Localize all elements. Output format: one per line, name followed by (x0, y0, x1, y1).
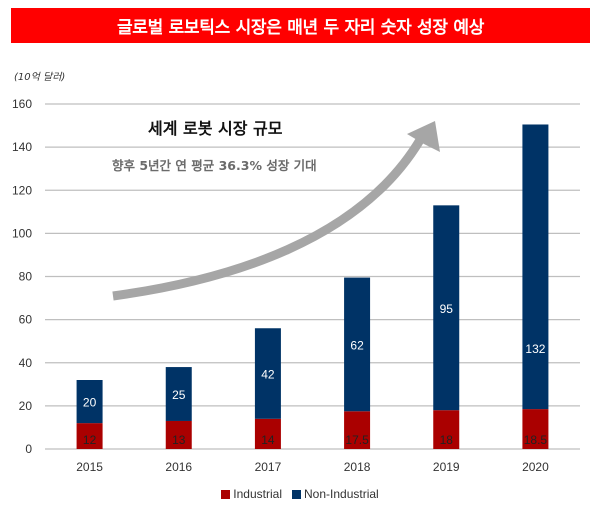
legend-label-industrial: Industrial (233, 487, 282, 501)
data-label-industrial: 18 (440, 433, 454, 447)
growth-arrow-shaft (112, 137, 424, 301)
y-tick-label: 80 (19, 270, 33, 284)
data-label-industrial: 13 (172, 433, 186, 447)
legend-item-industrial[interactable]: Industrial (221, 487, 282, 501)
y-tick-label: 160 (12, 97, 32, 111)
bar-non-industrial (344, 277, 371, 412)
data-label-non-industrial: 132 (525, 342, 545, 356)
data-label-industrial: 14 (261, 433, 275, 447)
y-axis-ticks: 0 20 40 60 80 100 120 140 160 (12, 97, 32, 456)
x-tick-label: 2017 (255, 460, 282, 474)
data-label-industrial: 12 (83, 433, 97, 447)
bar-industrial (76, 423, 103, 449)
legend-label-non-industrial: Non-Industrial (304, 487, 379, 501)
data-label-non-industrial: 42 (261, 368, 275, 382)
annotation-subtext: 향후 5년간 연 평균 36.3% 성장 기대 (112, 158, 317, 173)
bar-industrial (522, 409, 549, 449)
x-axis-ticks: 2015 2016 2017 2018 2019 2020 (76, 460, 549, 474)
bar-industrial (254, 418, 281, 449)
bar-non-industrial (76, 380, 103, 424)
x-tick-label: 2019 (433, 460, 460, 474)
legend-swatch-non-industrial (292, 489, 301, 499)
y-tick-label: 140 (12, 140, 32, 154)
x-tick-label: 2016 (165, 460, 192, 474)
y-tick-label: 100 (12, 226, 32, 240)
x-tick-label: 2020 (522, 460, 549, 474)
legend-swatch-industrial (221, 489, 231, 499)
y-tick-label: 60 (19, 313, 33, 327)
growth-arrow-icon (112, 121, 440, 301)
x-tick-label: 2018 (344, 460, 371, 474)
gridlines (45, 103, 580, 450)
data-label-non-industrial: 25 (172, 388, 186, 402)
legend: Industrial Non-Industrial (0, 487, 600, 501)
data-label-non-industrial: 95 (440, 302, 454, 316)
growth-arrow-head (407, 121, 440, 152)
bar-industrial (344, 411, 371, 449)
y-tick-label: 120 (12, 183, 32, 197)
bars: 12 20 13 25 14 42 17.5 62 18 95 18.5 132 (76, 124, 549, 449)
y-axis-unit-label: (10억 달러) (14, 72, 66, 83)
bar-non-industrial (433, 205, 460, 411)
chart-title: 글로벌 로보틱스 시장은 매년 두 자리 숫자 성장 예상 (116, 18, 485, 38)
legend-item-non-industrial[interactable]: Non-Industrial (292, 487, 379, 501)
title-banner: 글로벌 로보틱스 시장은 매년 두 자리 숫자 성장 예상 (11, 8, 590, 43)
data-label-non-industrial: 20 (83, 396, 97, 410)
annotation-headline: 세계 로봇 시장 규모 (148, 119, 283, 138)
bar-industrial (165, 420, 192, 449)
bar-non-industrial (165, 367, 192, 421)
y-tick-label: 20 (19, 399, 33, 413)
x-tick-label: 2015 (76, 460, 103, 474)
bar-non-industrial (254, 328, 281, 419)
data-label-non-industrial: 62 (350, 338, 364, 352)
data-label-industrial: 18.5 (524, 433, 548, 447)
data-label-industrial: 17.5 (345, 433, 369, 447)
bar-non-industrial (522, 124, 549, 410)
bar-industrial (433, 410, 460, 449)
y-tick-label: 0 (25, 442, 32, 456)
y-tick-label: 40 (19, 356, 33, 370)
